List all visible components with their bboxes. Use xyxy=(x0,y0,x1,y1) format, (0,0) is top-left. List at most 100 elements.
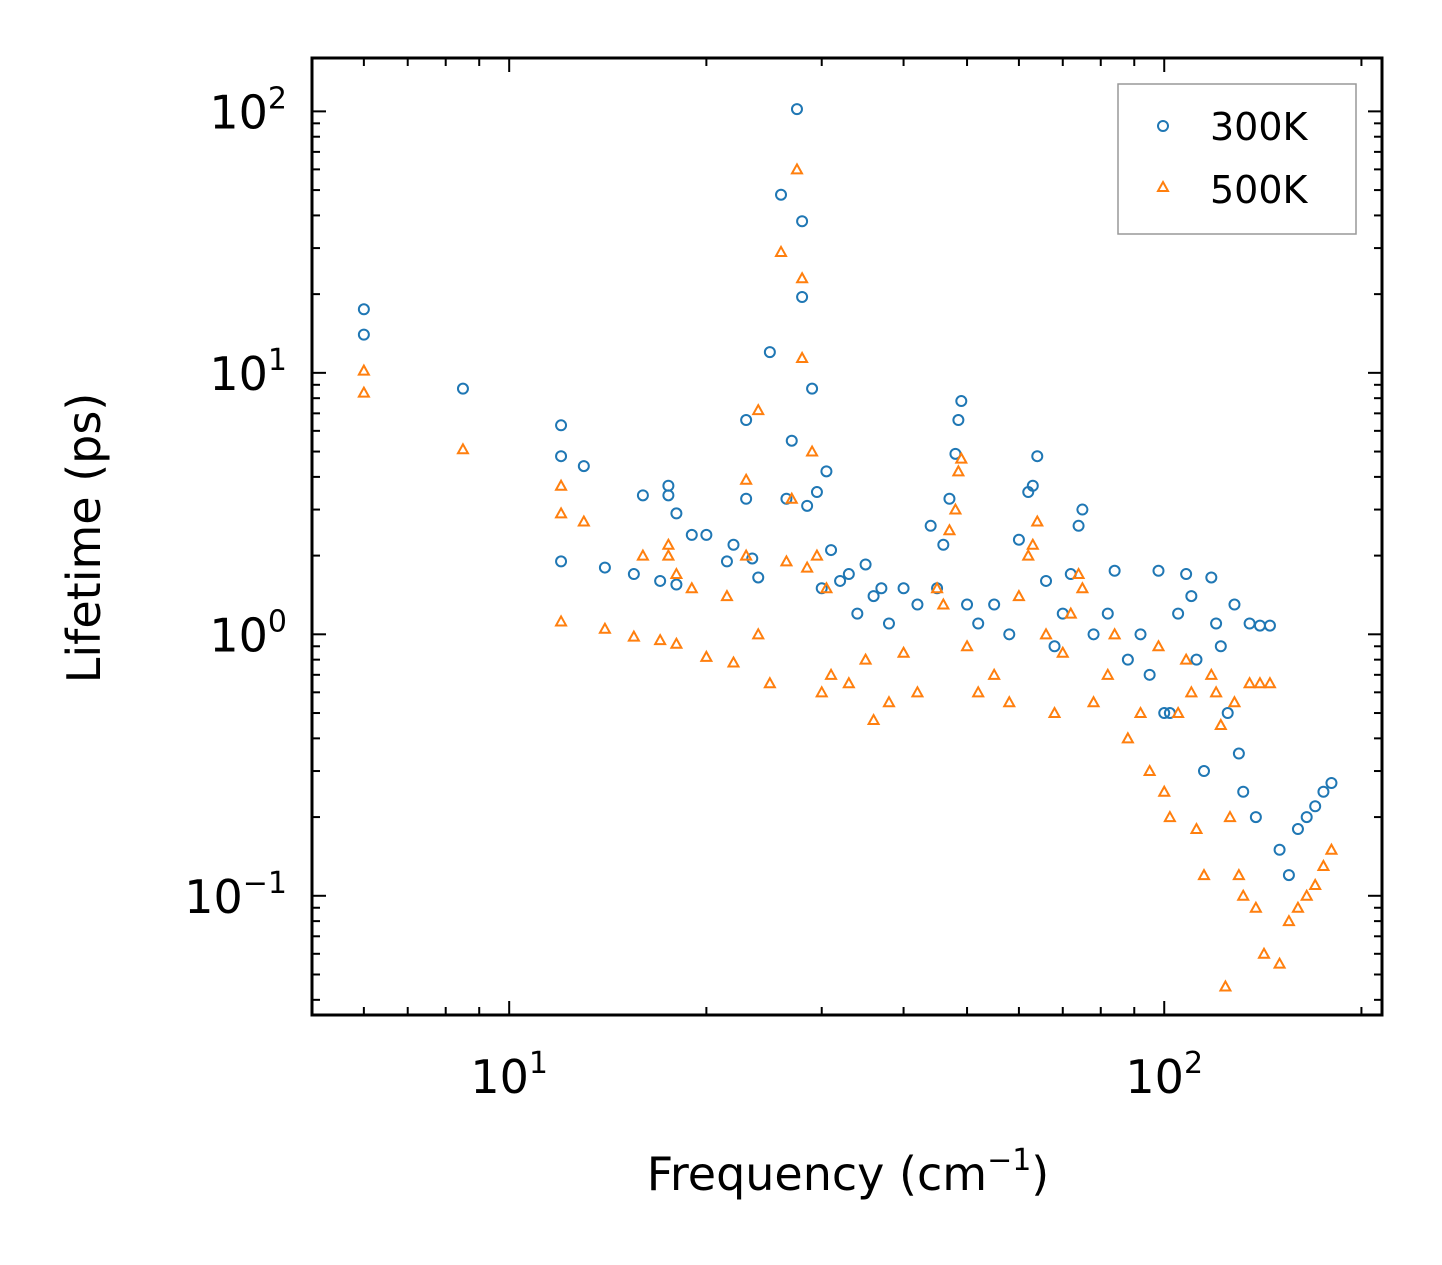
point-300k xyxy=(1185,590,1198,603)
point-300k xyxy=(875,582,888,595)
point-300k xyxy=(1152,564,1165,577)
point-300k xyxy=(740,414,753,427)
point-500k xyxy=(751,627,765,640)
y-tick-label: 100 xyxy=(209,604,287,662)
point-300k xyxy=(1012,533,1025,546)
point-300k xyxy=(1249,811,1262,824)
point-300k xyxy=(1172,607,1185,620)
point-300k xyxy=(1291,823,1304,836)
point-500k xyxy=(954,451,969,464)
major-ticks xyxy=(312,58,1382,1015)
legend: 300K 500K xyxy=(1117,83,1357,235)
point-300k xyxy=(1253,619,1266,632)
point-500k xyxy=(858,652,873,665)
point-500k xyxy=(1026,537,1040,550)
x-tick-label: 102 xyxy=(1125,1046,1203,1104)
point-300k xyxy=(1190,653,1203,666)
point-500k xyxy=(669,636,684,649)
point-300k xyxy=(763,346,776,359)
point-300k xyxy=(1221,707,1234,720)
point-300k xyxy=(740,492,753,505)
point-300k xyxy=(790,103,803,116)
point-300k xyxy=(700,528,713,541)
point-500k xyxy=(971,685,985,698)
point-500k xyxy=(1163,810,1177,823)
point-500k xyxy=(720,589,734,602)
point-500k xyxy=(577,514,591,527)
point-500k xyxy=(1151,639,1166,652)
legend-label-300k: 300K xyxy=(1210,105,1309,149)
point-500k xyxy=(1101,667,1115,680)
point-300k xyxy=(1237,785,1250,798)
point-300k xyxy=(555,555,568,568)
point-300k xyxy=(1040,574,1053,587)
point-500k xyxy=(1184,685,1199,698)
point-500k xyxy=(726,655,741,668)
point-300k xyxy=(1232,747,1245,760)
point-300k xyxy=(859,558,872,571)
point-300k xyxy=(720,555,733,568)
point-500k xyxy=(598,621,612,634)
point-300k xyxy=(924,519,937,532)
point-300k xyxy=(1214,640,1227,653)
point-500k xyxy=(1064,606,1078,619)
point-500k xyxy=(1030,514,1044,527)
point-300k xyxy=(820,465,833,478)
point-500k xyxy=(357,385,371,398)
point-500k xyxy=(930,581,944,594)
point-500k xyxy=(685,581,699,594)
point-300k xyxy=(961,598,974,611)
y-axis-title: Lifetime (ps) xyxy=(57,393,111,684)
y-tick-label: 10−1 xyxy=(184,866,287,924)
point-300k xyxy=(598,561,611,574)
point-500k xyxy=(810,548,824,561)
point-500k xyxy=(763,676,777,689)
point-300k xyxy=(1263,619,1276,632)
point-300k xyxy=(796,291,809,304)
point-500k xyxy=(1223,810,1237,823)
point-300k xyxy=(555,419,568,432)
point-500k xyxy=(951,464,966,477)
point-500k xyxy=(1157,784,1171,797)
point-300k xyxy=(746,552,759,565)
point-300k xyxy=(952,414,965,427)
point-300k xyxy=(1205,571,1218,584)
point-300k xyxy=(1003,628,1016,641)
point-500k xyxy=(1308,877,1322,890)
point-500k xyxy=(1107,627,1122,640)
point-300k xyxy=(1228,598,1241,611)
point-300k xyxy=(937,538,950,551)
point-300k xyxy=(555,450,568,463)
point-500k xyxy=(1121,731,1135,744)
point-500k xyxy=(824,667,838,680)
point-300k xyxy=(882,617,895,630)
point-500k xyxy=(790,162,804,175)
point-500k xyxy=(1039,627,1053,640)
point-500k xyxy=(653,633,667,646)
point-300k xyxy=(806,382,819,395)
point-300k xyxy=(1300,811,1313,824)
x-axis-title-sup: −1 xyxy=(987,1143,1031,1178)
point-500k xyxy=(751,403,765,416)
point-300k xyxy=(577,460,590,473)
point-300k xyxy=(752,571,765,584)
point-500k xyxy=(800,560,814,573)
legend-box xyxy=(1117,83,1357,235)
x-axis-title: Frequency (cm−1) xyxy=(647,1143,1050,1201)
point-500k xyxy=(1209,685,1223,698)
point-300k xyxy=(636,489,649,502)
point-300k xyxy=(357,328,370,341)
point-500k xyxy=(1282,914,1296,927)
point-500k xyxy=(1272,956,1287,969)
x-tick-labels: 101 102 xyxy=(470,1046,1203,1104)
point-500k xyxy=(815,685,829,698)
point-500k xyxy=(795,350,809,363)
point-300k xyxy=(988,598,1001,611)
point-500k xyxy=(627,629,641,642)
point-300k xyxy=(943,492,956,505)
y-tick-label: 101 xyxy=(209,343,287,401)
point-300k xyxy=(1143,668,1156,681)
point-500k xyxy=(1291,900,1305,913)
point-300k xyxy=(357,303,370,316)
